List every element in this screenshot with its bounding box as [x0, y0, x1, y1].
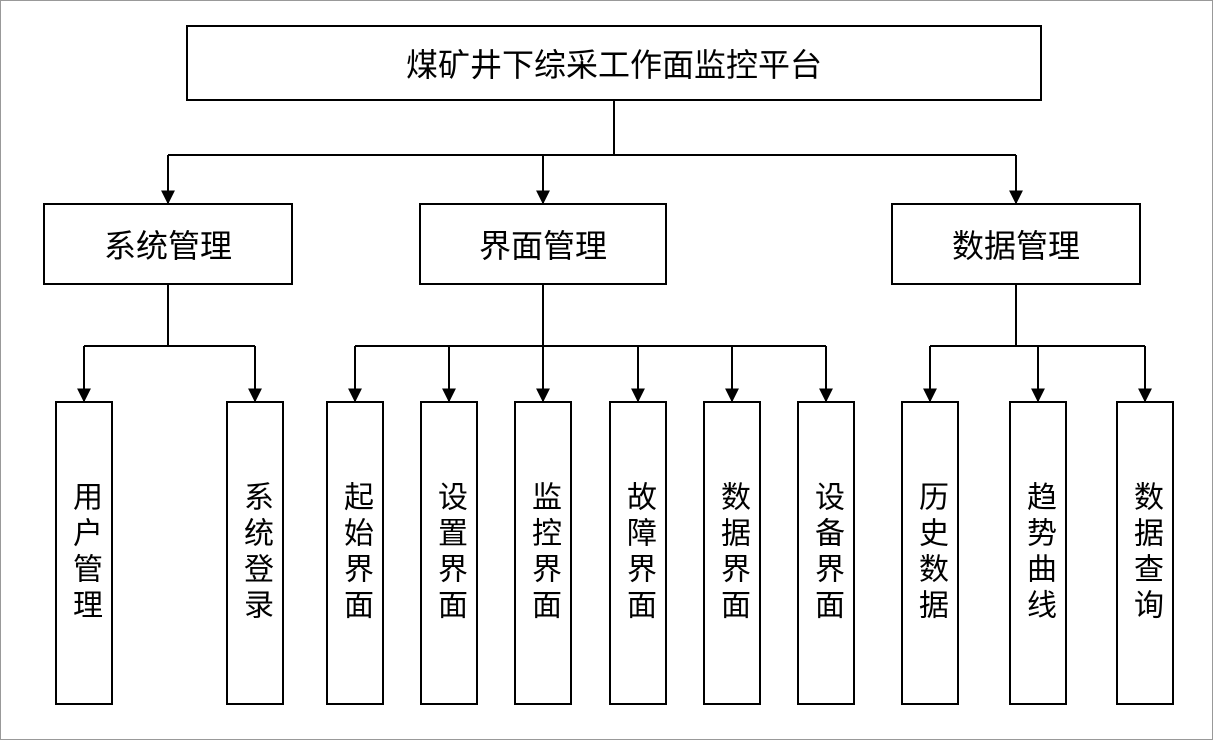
node-fault-ui: 故障界面 [609, 401, 667, 705]
node-device-ui: 设备界面 [797, 401, 855, 705]
node-trend-label: 趋势曲线 [1016, 481, 1060, 625]
node-sys-login-label: 系统登录 [233, 481, 277, 625]
node-data-ui-label: 数据界面 [710, 481, 754, 625]
node-user-mgmt-label: 用户管理 [62, 481, 106, 625]
node-trend: 趋势曲线 [1009, 401, 1067, 705]
node-query-label: 数据查询 [1123, 481, 1167, 625]
node-data-label: 数据管理 [952, 221, 1080, 267]
node-fault-ui-label: 故障界面 [616, 481, 660, 625]
node-ui-label: 界面管理 [479, 221, 607, 267]
node-query: 数据查询 [1116, 401, 1174, 705]
node-device-ui-label: 设备界面 [804, 481, 848, 625]
node-start-ui-label: 起始界面 [333, 481, 377, 625]
node-user-mgmt: 用户管理 [55, 401, 113, 705]
node-start-ui: 起始界面 [326, 401, 384, 705]
node-settings-ui: 设置界面 [420, 401, 478, 705]
node-settings-ui-label: 设置界面 [427, 481, 471, 625]
node-data-ui: 数据界面 [703, 401, 761, 705]
node-monitor-ui: 监控界面 [514, 401, 572, 705]
node-root: 煤矿井下综采工作面监控平台 [186, 25, 1042, 101]
node-history-label: 历史数据 [908, 481, 952, 625]
node-monitor-ui-label: 监控界面 [521, 481, 565, 625]
node-root-label: 煤矿井下综采工作面监控平台 [406, 40, 822, 86]
node-history: 历史数据 [901, 401, 959, 705]
node-ui: 界面管理 [419, 203, 667, 285]
node-sys-login: 系统登录 [226, 401, 284, 705]
diagram-canvas: 煤矿井下综采工作面监控平台 系统管理 界面管理 数据管理 用户管理 系统登录 起… [0, 0, 1213, 740]
node-sys-label: 系统管理 [104, 221, 232, 267]
node-data: 数据管理 [891, 203, 1141, 285]
node-sys: 系统管理 [43, 203, 293, 285]
